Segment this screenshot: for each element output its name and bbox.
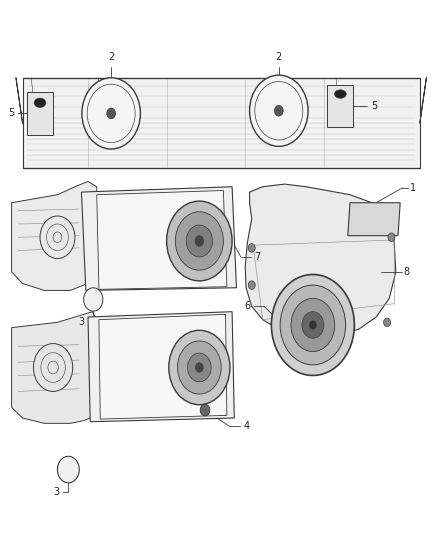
Text: 7: 7: [254, 252, 260, 262]
Text: 2: 2: [276, 52, 282, 62]
Polygon shape: [348, 203, 400, 236]
Polygon shape: [88, 312, 234, 422]
Polygon shape: [81, 187, 237, 290]
Circle shape: [248, 281, 255, 289]
Circle shape: [309, 321, 316, 329]
Circle shape: [169, 330, 230, 405]
Circle shape: [186, 225, 212, 257]
Circle shape: [280, 285, 346, 365]
Circle shape: [166, 201, 232, 281]
Polygon shape: [99, 314, 227, 419]
Circle shape: [291, 298, 335, 352]
Text: 3: 3: [78, 317, 85, 327]
Circle shape: [275, 106, 283, 116]
Polygon shape: [12, 181, 97, 290]
Circle shape: [195, 236, 204, 246]
Circle shape: [384, 318, 391, 327]
Circle shape: [302, 312, 324, 338]
Circle shape: [272, 274, 354, 375]
Text: 2: 2: [108, 52, 114, 62]
Circle shape: [175, 212, 223, 270]
Circle shape: [57, 456, 79, 483]
Circle shape: [187, 353, 211, 382]
Circle shape: [388, 233, 395, 241]
Text: 5: 5: [371, 101, 377, 111]
Text: 8: 8: [403, 267, 410, 277]
Circle shape: [84, 288, 103, 311]
Text: 4: 4: [244, 421, 250, 431]
Circle shape: [82, 78, 141, 149]
Bar: [327, 85, 353, 127]
Polygon shape: [245, 184, 396, 337]
Text: 5: 5: [8, 108, 14, 118]
Text: 1: 1: [410, 183, 417, 193]
Text: 9: 9: [361, 204, 367, 214]
Circle shape: [200, 404, 210, 416]
Circle shape: [195, 363, 203, 372]
Circle shape: [33, 344, 73, 391]
Text: 3: 3: [53, 488, 60, 497]
Circle shape: [250, 75, 308, 147]
Circle shape: [107, 108, 116, 119]
Bar: [27, 92, 53, 135]
Polygon shape: [22, 78, 420, 168]
Text: 6: 6: [245, 301, 251, 311]
Polygon shape: [97, 190, 227, 289]
Polygon shape: [12, 312, 97, 423]
Ellipse shape: [335, 90, 346, 98]
Ellipse shape: [34, 98, 46, 108]
Circle shape: [177, 341, 221, 394]
Circle shape: [248, 244, 255, 252]
Circle shape: [40, 216, 75, 259]
